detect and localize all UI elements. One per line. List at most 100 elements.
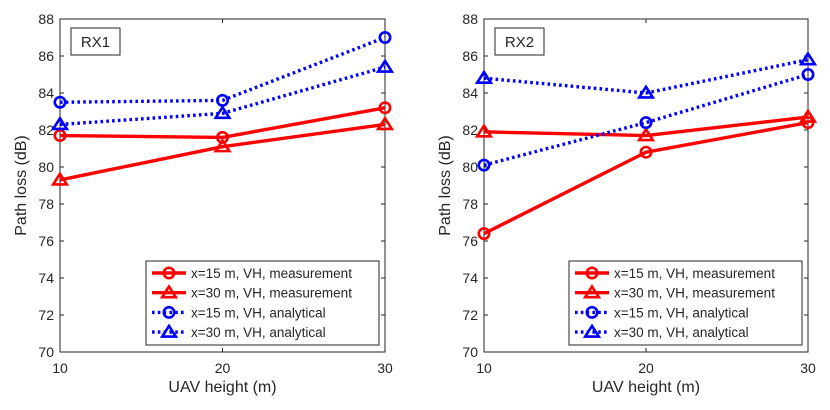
- y-tick-label: 80: [462, 159, 478, 175]
- legend-entry-3: x=15 m, VH, analytical: [152, 305, 326, 320]
- legend-marker: [582, 284, 602, 299]
- series-4: [50, 58, 395, 131]
- legend-label: x=30 m, VH, analytical: [614, 325, 749, 340]
- data-point: [798, 51, 818, 66]
- series-4: [474, 51, 818, 99]
- title-frame: [494, 27, 545, 56]
- data-point: [375, 58, 395, 73]
- y-tick-label: 72: [462, 307, 478, 323]
- x-tick-label: 20: [638, 360, 654, 376]
- data-point: [801, 68, 815, 82]
- chart-title-box: RX1: [70, 27, 121, 56]
- legend: x=15 m, VH, measurement x=30 m, VH, measu…: [145, 260, 380, 346]
- series-line: [59, 122, 386, 182]
- y-tick-label: 78: [462, 196, 478, 212]
- legend-frame: [145, 260, 380, 346]
- legend-label: x=15 m, VH, analytical: [614, 305, 749, 320]
- y-axis-label: Path loss (dB): [13, 135, 30, 235]
- chart-title: RX1: [81, 34, 110, 51]
- legend-marker: [582, 323, 602, 338]
- y-tick-label: 86: [38, 48, 54, 64]
- legend-marker: [162, 266, 176, 280]
- x-axis-label: UAV height (m): [168, 379, 276, 396]
- x-tick-label: 30: [800, 360, 816, 376]
- legend-label: x=15 m, VH, measurement: [614, 266, 775, 281]
- legend-label: x=30 m, VH, measurement: [614, 286, 775, 301]
- data-point: [213, 138, 232, 153]
- y-tick-label: 70: [38, 344, 54, 360]
- legend-marker: [159, 284, 179, 299]
- data-point: [53, 95, 67, 109]
- y-tick-label: 78: [38, 196, 54, 212]
- y-tick-label: 82: [38, 122, 54, 138]
- y-tick-label: 74: [462, 270, 478, 286]
- series-2: [50, 115, 395, 186]
- legend-marker: [585, 305, 599, 319]
- data-point: [639, 116, 653, 130]
- y-tick-label: 72: [38, 307, 54, 323]
- series-3: [477, 68, 815, 172]
- legend-label: x=15 m, VH, analytical: [191, 305, 326, 320]
- legend-entry-4: x=30 m, VH, analytical: [152, 323, 326, 340]
- y-tick-label: 70: [462, 344, 478, 360]
- data-point: [636, 84, 656, 99]
- data-point: [474, 123, 494, 138]
- series-line: [483, 115, 809, 138]
- data-point: [477, 158, 491, 172]
- legend-label: x=30 m, VH, measurement: [191, 286, 352, 301]
- y-tick-label: 88: [38, 11, 54, 27]
- data-point: [53, 129, 67, 143]
- y-axis-label: Path loss (dB): [437, 135, 454, 235]
- legend-marker: [159, 323, 179, 338]
- data-point: [798, 108, 818, 123]
- y-tick-label: 74: [38, 270, 54, 286]
- title-frame: [70, 27, 121, 56]
- data-point: [213, 104, 232, 120]
- y-tick-label: 76: [462, 233, 478, 249]
- legend-label: x=15 m, VH, measurement: [191, 266, 352, 281]
- chart-panel-2: 70 72 74 76 78 80 82 84 86 88 10 20 30 UAV height (m)…: [437, 11, 818, 396]
- legend-entry-2: x=30 m, VH, measurement: [575, 284, 775, 301]
- y-tick-label: 84: [38, 85, 54, 101]
- data-point: [474, 69, 494, 84]
- legend: x=15 m, VH, measurement x=30 m, VH, measu…: [568, 260, 803, 346]
- data-point: [639, 145, 653, 159]
- series-line: [483, 58, 809, 95]
- legend-marker: [585, 266, 599, 280]
- x-tick-label: 30: [377, 360, 393, 376]
- y-tick-label: 82: [462, 122, 478, 138]
- y-tick-label: 88: [462, 11, 478, 27]
- y-tick-label: 80: [38, 159, 54, 175]
- legend-entry-3: x=15 m, VH, analytical: [575, 305, 749, 320]
- data-point: [378, 101, 392, 115]
- y-tick-label: 76: [38, 233, 54, 249]
- series-line: [483, 72, 809, 167]
- series-line: [59, 35, 386, 104]
- y-tick-label: 86: [462, 48, 478, 64]
- data-point: [636, 126, 656, 142]
- series-1: [53, 101, 392, 144]
- data-point: [375, 115, 395, 131]
- legend-entry-2: x=30 m, VH, measurement: [152, 284, 352, 301]
- legend-entry-1: x=15 m, VH, measurement: [152, 266, 352, 281]
- legend-frame: [568, 260, 803, 346]
- legend-entry-4: x=30 m, VH, analytical: [575, 323, 749, 340]
- y-tick-label: 84: [462, 85, 478, 101]
- data-point: [477, 227, 491, 241]
- data-point: [378, 30, 392, 44]
- legend-entry-1: x=15 m, VH, measurement: [575, 266, 775, 281]
- series-2: [474, 108, 818, 142]
- chart-panel-1: 70 72 74 76 78 80 82 84 86 88 10 20 30 UAV height (m)…: [13, 11, 395, 396]
- chart-title-box: RX2: [494, 27, 545, 56]
- x-tick-label: 20: [215, 360, 231, 376]
- series-line: [483, 120, 809, 236]
- series-line: [59, 106, 386, 140]
- chart-title: RX2: [505, 34, 534, 51]
- legend-marker: [162, 305, 176, 319]
- series-line: [59, 65, 386, 127]
- x-tick-label: 10: [476, 360, 492, 376]
- data-point: [50, 171, 70, 186]
- legend-label: x=30 m, VH, analytical: [191, 325, 326, 340]
- x-tick-label: 10: [52, 360, 68, 376]
